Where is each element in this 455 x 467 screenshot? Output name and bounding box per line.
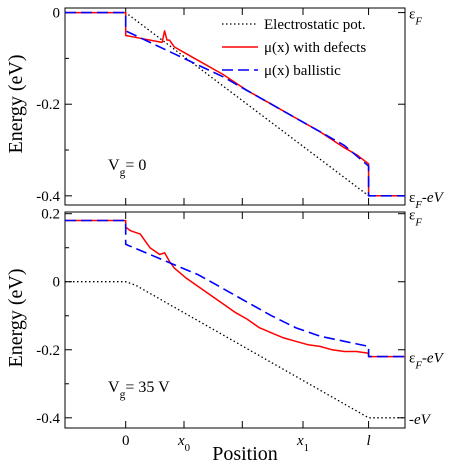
series-line-dashed [65,219,405,358]
x-tick-label: l [366,433,370,449]
y-tick-label: 0.2 [41,207,60,223]
x-tick-label: x0 [177,433,190,454]
plot-frame [64,7,406,206]
x-axis-label: Position [212,443,278,465]
series-line-dotted [65,11,405,197]
series-line-solid [65,219,405,358]
y-tick-label: -0.2 [36,97,60,113]
y-axis-label: Energy (eV) [5,54,27,153]
y-tick-label: 0 [53,6,61,22]
legend: Electrostatic pot. μ(x) with defects μ(x) … [222,17,366,79]
plot-frame [64,211,406,429]
gate-voltage-annotation: Vg= 0 [108,157,146,179]
y-tick-label: -0.4 [36,189,60,205]
right-axis-label: εF [409,7,422,28]
chart-panel-bottom: 0.2 0 -0.2 -0.4 Energy (eV) Position [5,207,406,465]
y-tick-label: -0.2 [36,343,60,359]
y-tick-label: 0 [53,275,61,291]
right-axis-label: -eV [409,412,432,428]
right-axis-label: εF [409,208,422,229]
legend-label: μ(x) with defects [264,40,366,56]
chart-panel-top: 0 -0.2 -0.4 Energy (eV) Electrostatic pot. μ(… [5,6,406,206]
x-tick-label: x1 [296,433,309,454]
gate-voltage-annotation: Vg= 35 V [108,379,170,401]
x-tick-label: 0 [122,433,130,449]
series-line-dashed [65,11,405,197]
legend-label: μ(x) ballistic [264,63,341,79]
right-axis-label: εF-eV [409,351,445,372]
y-axis-label: Energy (eV) [5,268,27,367]
y-tick-label: -0.4 [36,411,60,427]
right-axis-label: εF-eV [409,190,445,211]
legend-label: Electrostatic pot. [264,17,366,33]
series-line-dotted [65,281,405,419]
